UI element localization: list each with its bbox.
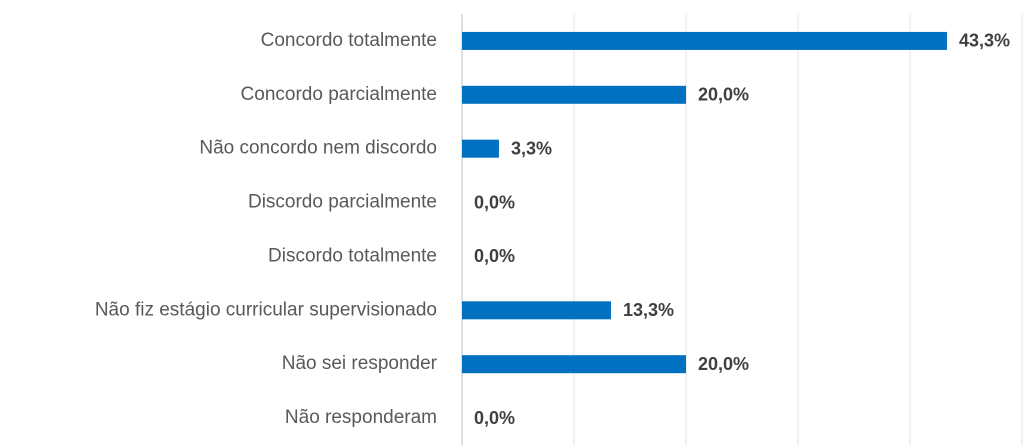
value-label: 0,0% [474, 246, 515, 266]
value-label: 20,0% [698, 354, 749, 374]
bar [462, 139, 499, 158]
value-label: 20,0% [698, 85, 749, 105]
category-label: Concordo parcialmente [241, 84, 437, 105]
category-label: Não concordo nem discordo [199, 138, 437, 159]
category-label: Discordo totalmente [268, 245, 437, 266]
category-label: Discordo parcialmente [248, 192, 437, 213]
bar [462, 301, 611, 320]
bar [462, 355, 686, 374]
bar [462, 31, 947, 50]
category-label: Não fiz estágio curricular supervisionad… [95, 299, 437, 320]
value-label: 0,0% [474, 408, 515, 428]
category-label: Concordo totalmente [261, 30, 437, 51]
bar [462, 85, 686, 104]
value-label: 43,3% [959, 31, 1010, 51]
value-label: 3,3% [511, 138, 552, 158]
value-label: 13,3% [623, 300, 674, 320]
category-label: Não sei responder [282, 353, 438, 374]
value-label: 0,0% [474, 192, 515, 212]
category-label: Não responderam [285, 407, 437, 428]
